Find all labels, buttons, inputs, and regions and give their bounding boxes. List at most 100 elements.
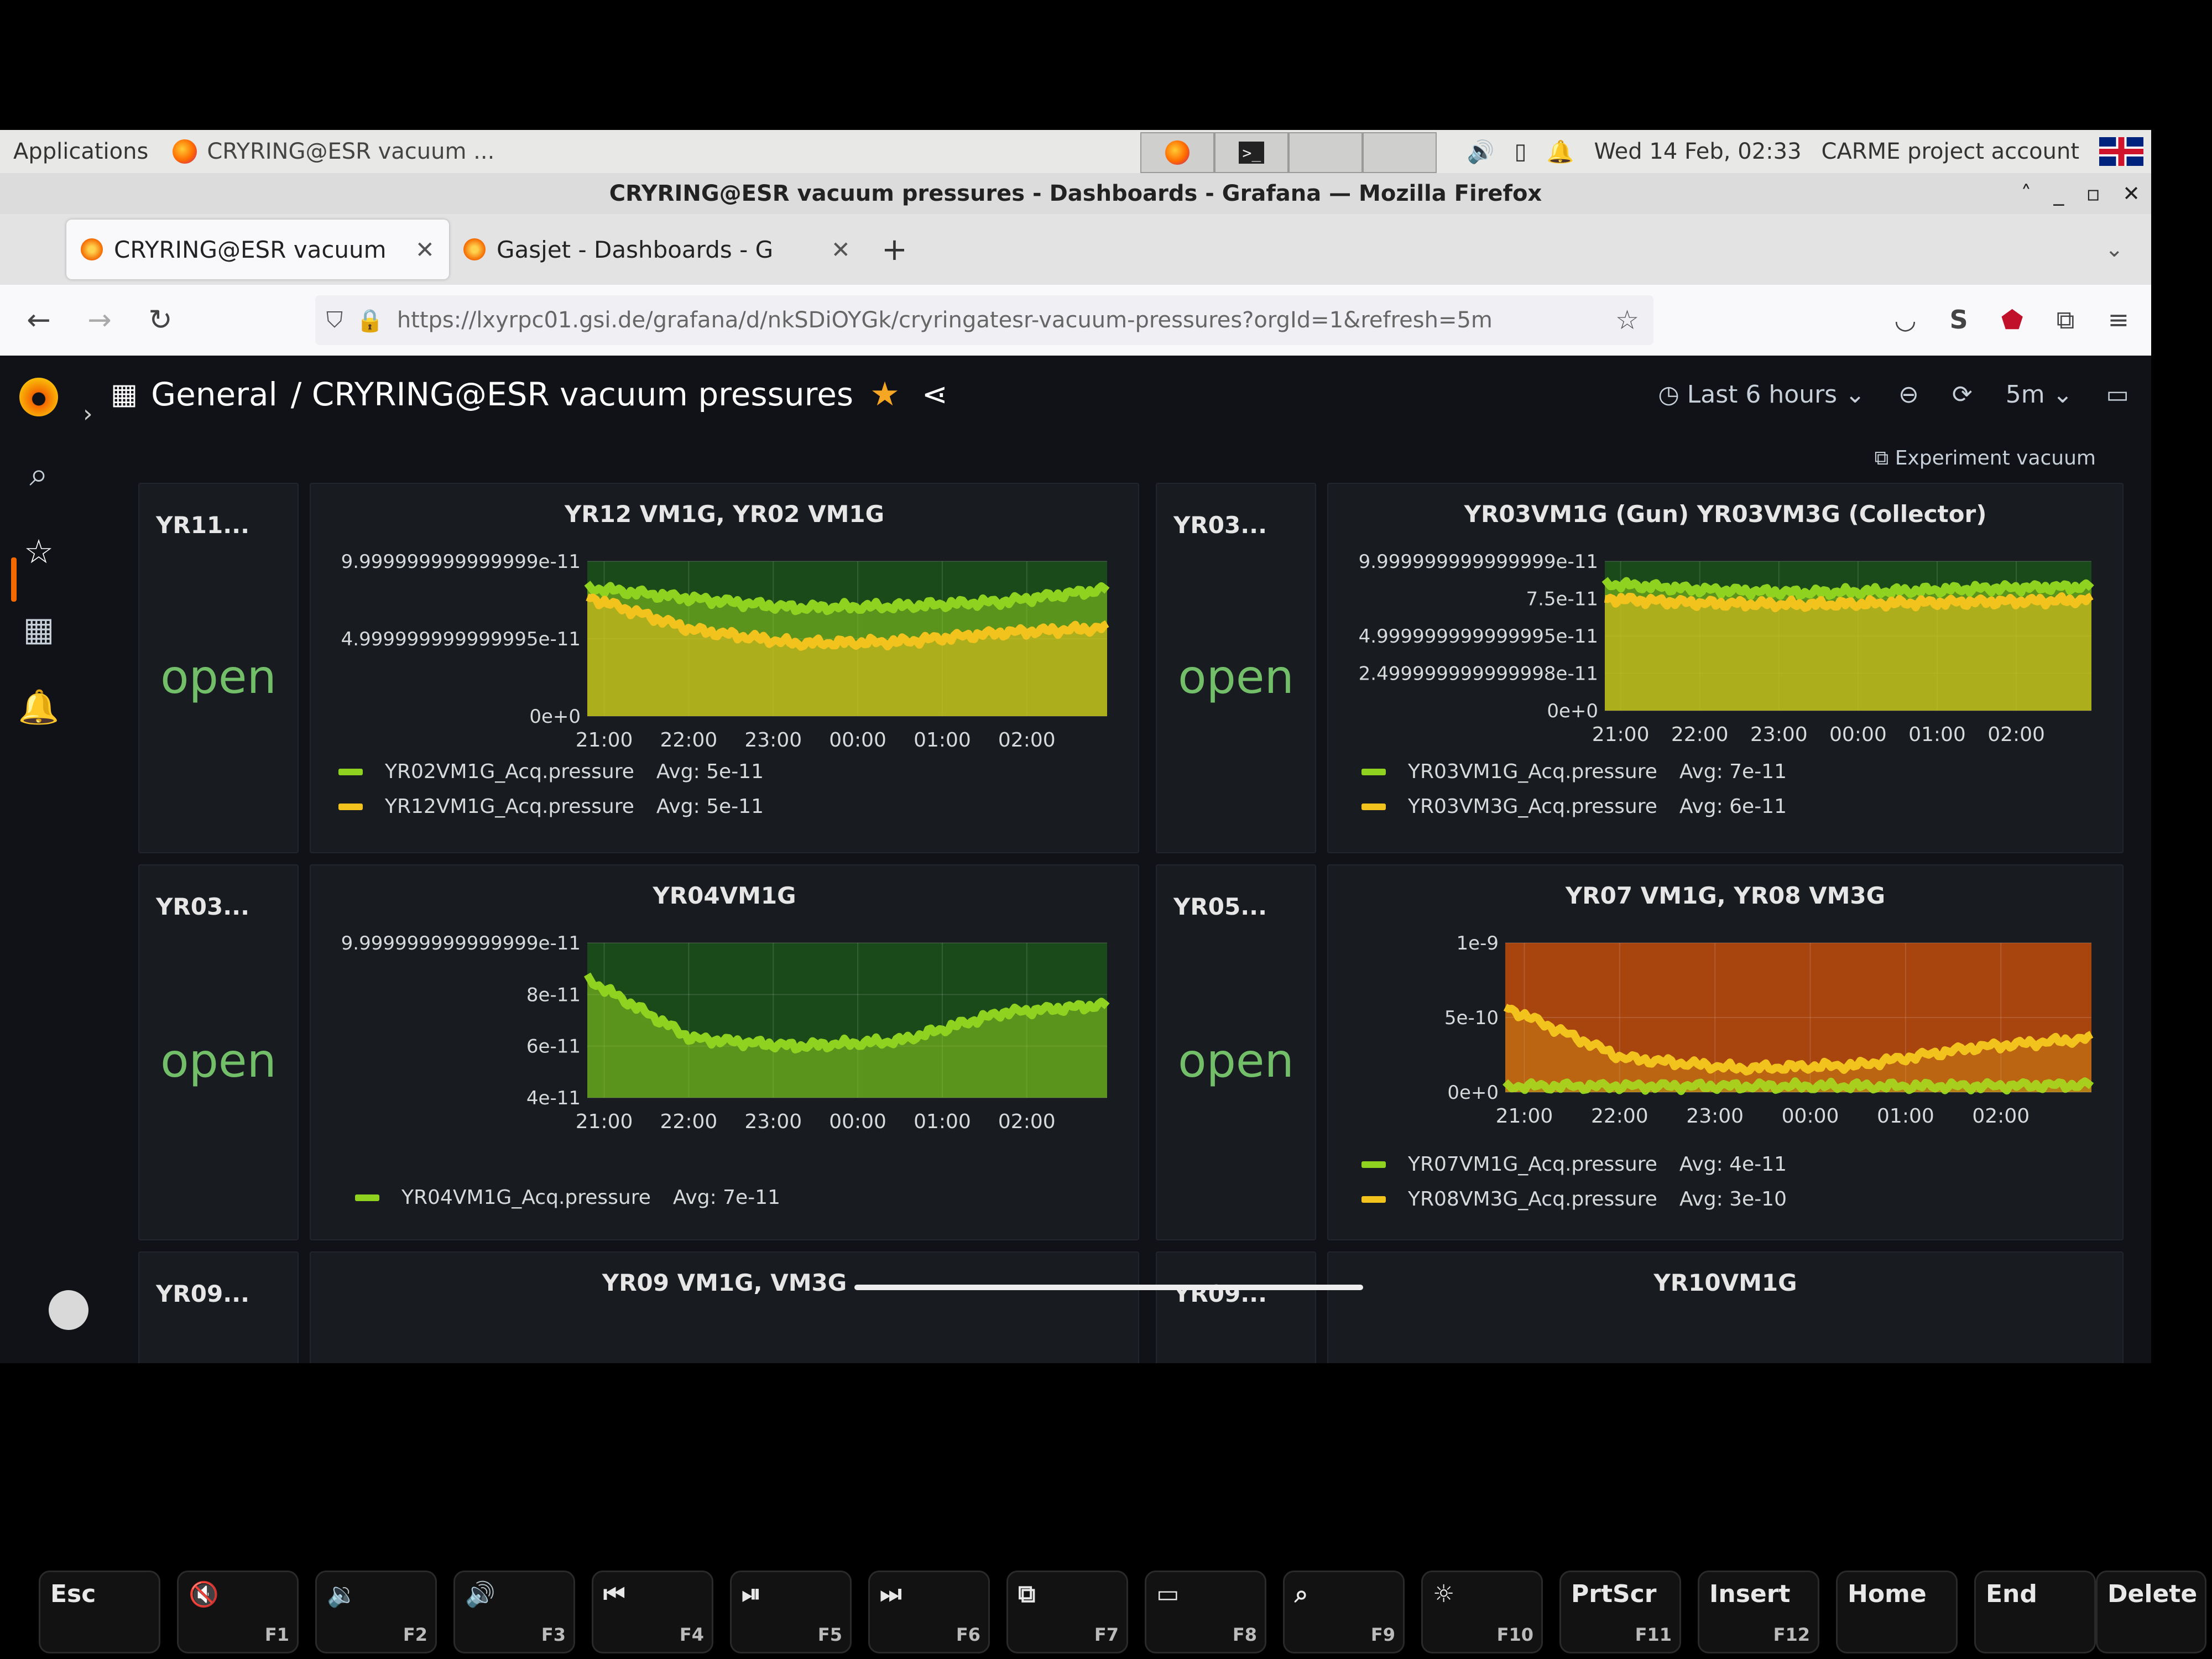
x-tick-label: 22:00 bbox=[660, 1110, 718, 1133]
x-tick-label: 22:00 bbox=[660, 729, 718, 752]
new-tab-button[interactable]: + bbox=[881, 231, 907, 268]
graph-panel-yr03[interactable]: YR03VM1G (Gun) YR03VM3G (Collector) 21:0… bbox=[1327, 483, 2124, 853]
legend-item[interactable]: YR03VM3G_Acq.pressure Avg: 6e-11 bbox=[1361, 795, 1787, 818]
stat-panel-yr09-a[interactable]: YR09... bbox=[138, 1251, 299, 1363]
graph-panel-yr10[interactable]: YR10VM1G bbox=[1327, 1251, 2124, 1363]
key-home[interactable]: Home bbox=[1836, 1571, 1958, 1653]
refresh-interval-picker[interactable]: 5m ⌄ bbox=[2005, 380, 2073, 409]
stat-panel-yr03-b[interactable]: YR03... open bbox=[138, 864, 299, 1240]
applications-menu[interactable]: Applications bbox=[13, 139, 149, 164]
close-tab-icon[interactable]: ✕ bbox=[415, 236, 435, 263]
key-f10-backlight[interactable]: ☼ F10 bbox=[1421, 1571, 1543, 1653]
extension-s-icon[interactable]: S bbox=[1949, 305, 1968, 335]
keyboard-layout-flag-icon[interactable] bbox=[2099, 137, 2143, 166]
firefox-launcher[interactable] bbox=[1140, 132, 1215, 173]
legend-item[interactable]: YR12VM1G_Acq.pressure Avg: 5e-11 bbox=[338, 795, 764, 818]
zoom-out-icon[interactable]: ⊖ bbox=[1898, 380, 1919, 409]
key-f1-mute[interactable]: 🔇 F1 bbox=[177, 1571, 299, 1653]
legend-avg: Avg: 5e-11 bbox=[656, 760, 764, 783]
stat-panel-yr09-b[interactable]: YR09... bbox=[1156, 1251, 1316, 1363]
key-f3-volume-up[interactable]: 🔊 F3 bbox=[453, 1571, 575, 1653]
key-end[interactable]: End bbox=[1974, 1571, 2096, 1653]
minimize-icon[interactable]: _ bbox=[2053, 181, 2064, 206]
page-title[interactable]: / CRYRING@ESR vacuum pressures bbox=[290, 375, 854, 413]
legend-series-name: YR02VM1G_Acq.pressure bbox=[385, 760, 634, 783]
maximize-icon[interactable]: ▫ bbox=[2086, 181, 2101, 206]
legend-item[interactable]: YR02VM1G_Acq.pressure Avg: 5e-11 bbox=[338, 760, 764, 783]
tracking-shield-icon[interactable]: ⛉ bbox=[326, 307, 343, 333]
grafana-favicon-icon bbox=[81, 238, 103, 260]
forward-arrow-icon[interactable]: → bbox=[87, 304, 112, 337]
graph-panel-yr07-yr08[interactable]: YR07 VM1G, YR08 VM3G 21:00 22:00 23:00 00:0… bbox=[1327, 864, 2124, 1240]
refresh-icon[interactable]: ⟳ bbox=[1952, 380, 1973, 409]
key-insert[interactable]: Insert F12 bbox=[1698, 1571, 1819, 1653]
url-bar[interactable]: ⛉ 🔒 https://lxyrpc01.gsi.de/grafana/d/nk… bbox=[315, 295, 1653, 345]
navigation-bar: ← → ↻ ⛉ 🔒 https://lxyrpc01.gsi.de/grafan… bbox=[0, 285, 2151, 356]
hamburger-menu-icon[interactable]: ≡ bbox=[2107, 305, 2129, 335]
reload-icon[interactable]: ↻ bbox=[148, 304, 173, 337]
favorite-star-icon[interactable]: ★ bbox=[870, 375, 900, 414]
expand-chevron-right-icon[interactable]: › bbox=[83, 400, 93, 428]
pocket-icon[interactable]: ◡ bbox=[1894, 305, 1917, 335]
stat-panel-yr05[interactable]: YR05... open bbox=[1156, 864, 1316, 1240]
laptop-keyboard: Esc 🔇 F1 🔉 F2 🔊 F3 ⏮ F4 ⏯ F5 ⏭ F6 ⧉ F7 ▭ F8 ⌕ F9 … bbox=[0, 1548, 2212, 1659]
battery-icon[interactable]: ▯ bbox=[1514, 139, 1527, 164]
stat-panel-yr03-a[interactable]: YR03... open bbox=[1156, 483, 1316, 853]
clock[interactable]: Wed 14 Feb, 02:33 bbox=[1594, 139, 1802, 164]
legend-series-name: YR04VM1G_Acq.pressure bbox=[401, 1186, 651, 1209]
close-tab-icon[interactable]: ✕ bbox=[831, 236, 851, 263]
key-f5-play[interactable]: ⏯ F5 bbox=[730, 1571, 852, 1653]
legend-item[interactable]: YR08VM3G_Acq.pressure Avg: 3e-10 bbox=[1361, 1188, 1787, 1211]
url-text[interactable]: https://lxyrpc01.gsi.de/grafana/d/nkSDiO… bbox=[397, 307, 1493, 333]
grafana-logo-icon[interactable] bbox=[19, 378, 58, 416]
workspace-1[interactable] bbox=[1288, 132, 1363, 173]
key-f7[interactable]: ⧉ F7 bbox=[1006, 1571, 1128, 1653]
lock-icon[interactable]: 🔒 bbox=[356, 307, 384, 333]
share-icon[interactable]: ⋖ bbox=[921, 376, 948, 413]
stat-panel-yr11[interactable]: YR11... open bbox=[138, 483, 299, 853]
window-up-icon[interactable]: ˄ bbox=[2021, 181, 2032, 206]
search-icon[interactable]: ⌕ bbox=[29, 455, 48, 494]
list-tabs-chevron-down-icon[interactable]: ⌄ bbox=[2105, 237, 2124, 262]
key-f4-prev[interactable]: ⏮ F4 bbox=[592, 1571, 713, 1653]
extensions-puzzle-icon[interactable]: ⧉ bbox=[2056, 305, 2075, 335]
alerting-bell-icon[interactable]: 🔔 bbox=[18, 688, 60, 727]
key-prtscr[interactable]: PrtScr F11 bbox=[1559, 1571, 1681, 1653]
tv-mode-icon[interactable]: ▭ bbox=[2106, 380, 2129, 409]
close-window-icon[interactable]: ✕ bbox=[2122, 181, 2140, 206]
terminal-launcher[interactable]: >_ bbox=[1214, 132, 1289, 173]
legend-item[interactable]: YR04VM1G_Acq.pressure Avg: 7e-11 bbox=[355, 1186, 780, 1209]
avatar[interactable] bbox=[49, 1290, 88, 1330]
breadcrumb-folder[interactable]: General bbox=[151, 375, 278, 413]
key-esc[interactable]: Esc bbox=[39, 1571, 160, 1653]
bookmark-star-icon[interactable]: ☆ bbox=[1615, 305, 1639, 336]
key-f2-volume-down[interactable]: 🔉 F2 bbox=[315, 1571, 437, 1653]
starred-icon[interactable]: ☆ bbox=[24, 533, 54, 571]
volume-icon[interactable]: 🔊 bbox=[1467, 139, 1495, 165]
key-delete[interactable]: Delete bbox=[2096, 1571, 2206, 1653]
notification-bell-icon[interactable]: 🔔 bbox=[1546, 139, 1574, 165]
series-line bbox=[584, 581, 1110, 615]
dashboards-grid-icon[interactable]: ▦ bbox=[23, 610, 55, 649]
legend-item[interactable]: YR07VM1G_Acq.pressure Avg: 4e-11 bbox=[1361, 1153, 1787, 1176]
ublock-shield-icon[interactable]: ⬟ bbox=[2001, 305, 2023, 335]
legend-item[interactable]: YR03VM1G_Acq.pressure Avg: 7e-11 bbox=[1361, 760, 1787, 783]
time-picker[interactable]: ◷ Last 6 hours ⌄ bbox=[1658, 380, 1865, 409]
workspace-2[interactable] bbox=[1363, 132, 1437, 173]
graph-panel-yr09[interactable]: YR09 VM1G, VM3G bbox=[310, 1251, 1139, 1363]
key-f6-next[interactable]: ⏭ F6 bbox=[868, 1571, 990, 1653]
graph-panel-yr12-yr02[interactable]: YR12 VM1G, YR02 VM1G 21:00 22:00 23:00 00:0… bbox=[310, 483, 1139, 853]
legend-avg: Avg: 7e-11 bbox=[672, 1186, 780, 1209]
key-f9-search[interactable]: ⌕ F9 bbox=[1283, 1571, 1405, 1653]
grafana-app: ⌕ ☆ ▦ 🔔 › ⓘ ▦ General / CRYRING@ESR vacu… bbox=[0, 356, 2151, 1363]
system-tray: 🔊 ▯ 🔔 Wed 14 Feb, 02:33 CARME project ac… bbox=[1467, 137, 2151, 166]
back-arrow-icon[interactable]: ← bbox=[27, 304, 51, 337]
taskbar-window-button[interactable]: CRYRING@ESR vacuum ... bbox=[161, 139, 1140, 164]
key-f8[interactable]: ▭ F8 bbox=[1145, 1571, 1266, 1653]
monitor-screen: Applications CRYRING@ESR vacuum ... >_ 🔊… bbox=[0, 130, 2151, 1363]
account-name[interactable]: CARME project account bbox=[1821, 139, 2079, 164]
tab-cryring[interactable]: CRYRING@ESR vacuum ✕ bbox=[66, 220, 449, 279]
graph-panel-yr04[interactable]: YR04VM1G 21:00 22:00 23:00 00:00 01:00 02:00 9… bbox=[310, 864, 1139, 1240]
experiment-vacuum-link[interactable]: ⧉ Experiment vacuum bbox=[1874, 447, 2096, 469]
tab-gasjet[interactable]: Gasjet - Dashboards - G ✕ bbox=[449, 220, 865, 279]
